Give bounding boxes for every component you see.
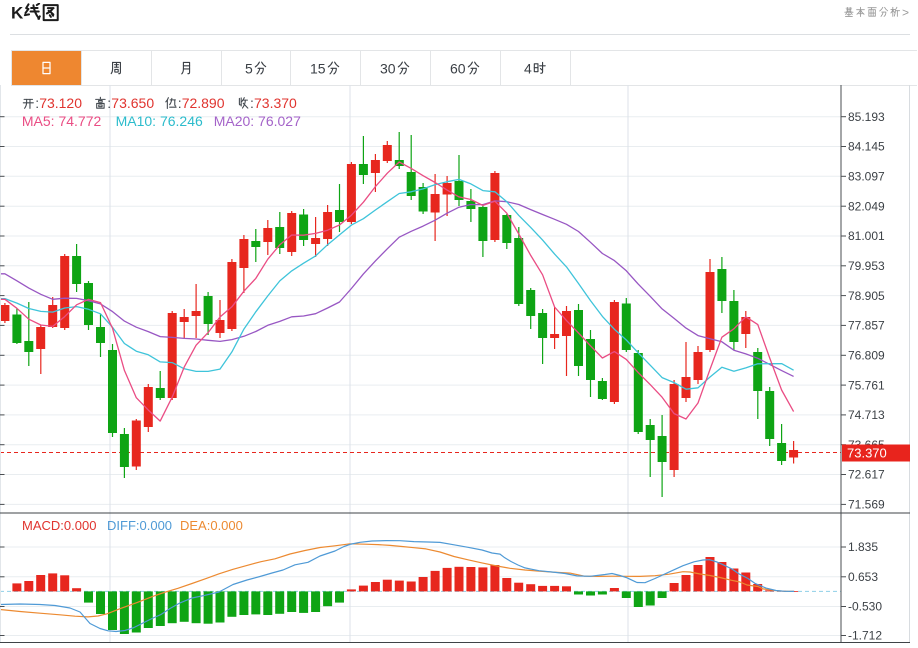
- svg-text:83.097: 83.097: [848, 170, 885, 184]
- svg-text::: :: [178, 95, 182, 111]
- svg-text:-1.712: -1.712: [848, 629, 882, 643]
- svg-text:30: 30: [380, 61, 396, 77]
- svg-text:1.835: 1.835: [848, 540, 878, 554]
- svg-text::: :: [250, 95, 254, 111]
- svg-text:MA20: 76.027: MA20: 76.027: [214, 113, 301, 129]
- svg-text:85.193: 85.193: [848, 110, 885, 124]
- svg-text:MA10: 76.246: MA10: 76.246: [116, 113, 203, 129]
- svg-text:MA5: 74.772: MA5: 74.772: [22, 113, 102, 129]
- svg-text:73.370: 73.370: [847, 446, 887, 461]
- svg-text:73.120: 73.120: [39, 95, 82, 111]
- svg-text::: :: [35, 95, 39, 111]
- svg-text:81.001: 81.001: [848, 229, 885, 243]
- svg-text:DIFF:0.000: DIFF:0.000: [107, 518, 172, 533]
- svg-text:75.761: 75.761: [848, 378, 885, 392]
- svg-text:>: >: [902, 6, 909, 20]
- svg-text:0.653: 0.653: [848, 570, 878, 584]
- svg-text:4: 4: [524, 61, 532, 77]
- svg-text:76.809: 76.809: [848, 349, 885, 363]
- svg-text:84.145: 84.145: [848, 140, 885, 154]
- svg-text:72.890: 72.890: [182, 95, 225, 111]
- svg-text:82.049: 82.049: [848, 199, 885, 213]
- svg-text:MACD:0.000: MACD:0.000: [22, 518, 96, 533]
- svg-text:78.905: 78.905: [848, 289, 885, 303]
- svg-text:DEA:0.000: DEA:0.000: [180, 518, 243, 533]
- svg-text:79.953: 79.953: [848, 259, 885, 273]
- svg-text::: :: [107, 95, 111, 111]
- svg-text:77.857: 77.857: [848, 319, 885, 333]
- svg-text:15: 15: [310, 61, 326, 77]
- svg-text:72.617: 72.617: [848, 468, 885, 482]
- svg-text:K: K: [11, 4, 24, 23]
- svg-text:74.713: 74.713: [848, 408, 885, 422]
- svg-text:5: 5: [245, 61, 253, 77]
- svg-text:73.650: 73.650: [111, 95, 154, 111]
- svg-text:71.569: 71.569: [848, 498, 885, 512]
- svg-text:-0.530: -0.530: [848, 600, 882, 614]
- svg-text:60: 60: [450, 61, 466, 77]
- svg-text:73.370: 73.370: [254, 95, 297, 111]
